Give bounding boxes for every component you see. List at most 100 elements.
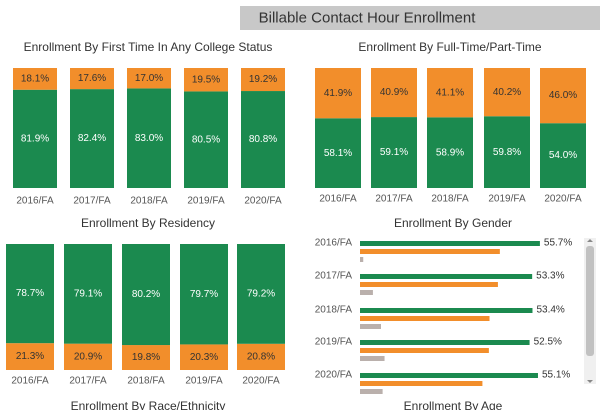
data-label: 80.2%	[132, 289, 160, 300]
data-label: 59.1%	[380, 147, 408, 158]
data-label: 82.4%	[78, 133, 106, 144]
bar	[360, 381, 483, 386]
chart-title: Enrollment By Race/Ethnicity	[71, 399, 226, 410]
data-label: 20.9%	[74, 351, 102, 362]
y-tick-label: 2020/FA	[315, 370, 353, 381]
data-label: 58.9%	[436, 147, 464, 158]
data-label: 52.5%	[534, 337, 562, 348]
data-label: 41.1%	[436, 87, 464, 98]
bar-segment	[180, 344, 228, 370]
bar-segment	[484, 68, 530, 117]
data-label: 58.1%	[324, 148, 352, 159]
bar	[360, 282, 498, 287]
bar-segment	[13, 68, 57, 90]
x-tick-label: 2018/FA	[130, 196, 168, 207]
bar-segment	[70, 89, 114, 188]
data-label: 53.4%	[536, 305, 564, 316]
x-tick-label: 2017/FA	[69, 376, 107, 387]
x-tick-label: 2019/FA	[185, 376, 223, 387]
bar	[360, 348, 489, 353]
chart-title: Enrollment By Age	[404, 399, 503, 410]
bar	[360, 389, 383, 394]
bar	[360, 340, 530, 345]
x-tick-label: 2020/FA	[544, 194, 582, 205]
bar-segment	[122, 345, 170, 370]
bar	[360, 308, 533, 313]
data-label: 41.9%	[324, 88, 352, 99]
x-tick-label: 2016/FA	[319, 194, 357, 205]
x-tick-label: 2017/FA	[73, 196, 111, 207]
bar	[360, 316, 490, 321]
bar	[360, 356, 385, 361]
data-label: 80.5%	[192, 134, 220, 145]
data-label: 20.8%	[247, 352, 275, 363]
chart-title: Enrollment By Gender	[394, 216, 512, 230]
data-label: 79.1%	[74, 288, 102, 299]
x-tick-label: 2020/FA	[242, 376, 280, 387]
bar	[360, 249, 500, 254]
chart-title: Enrollment By Residency	[81, 216, 215, 230]
bar	[360, 257, 364, 262]
bar-segment	[6, 244, 54, 344]
data-label: 17.6%	[78, 73, 106, 84]
x-tick-label: 2016/FA	[11, 376, 49, 387]
data-label: 55.1%	[542, 370, 570, 381]
bar-segment	[371, 117, 417, 188]
data-label: 55.7%	[544, 238, 572, 249]
data-label: 78.7%	[16, 288, 44, 299]
x-tick-label: 2016/FA	[16, 196, 54, 207]
data-label: 59.8%	[493, 147, 521, 158]
bar-segment	[484, 116, 530, 188]
bar-segment	[241, 91, 285, 188]
x-tick-label: 2019/FA	[488, 194, 526, 205]
bar-segment	[371, 68, 417, 118]
header-bar	[240, 6, 600, 30]
data-label: 83.0%	[135, 133, 163, 144]
x-tick-label: 2018/FA	[127, 376, 165, 387]
x-tick-label: 2019/FA	[187, 196, 225, 207]
data-label: 19.2%	[249, 74, 277, 85]
data-label: 17.0%	[135, 73, 163, 84]
bar-segment	[184, 91, 228, 188]
data-label: 79.7%	[190, 289, 218, 300]
y-tick-label: 2016/FA	[315, 238, 353, 249]
data-label: 20.3%	[190, 352, 218, 363]
bar	[360, 324, 381, 329]
chart-title: Enrollment By Full-Time/Part-Time	[358, 40, 541, 54]
y-tick-label: 2017/FA	[315, 271, 353, 282]
data-label: 53.3%	[536, 271, 564, 282]
x-tick-label: 2020/FA	[244, 196, 282, 207]
y-tick-label: 2019/FA	[315, 337, 353, 348]
y-tick-label: 2018/FA	[315, 305, 353, 316]
bar	[360, 241, 540, 246]
bar-segment	[540, 123, 586, 188]
bar-segment	[427, 68, 473, 118]
data-label: 21.3%	[16, 351, 44, 362]
bar-segment	[237, 343, 285, 370]
bar-segment	[64, 244, 112, 344]
data-label: 19.5%	[192, 74, 220, 85]
data-label: 40.2%	[493, 87, 521, 98]
scrollbar-thumb[interactable]	[586, 246, 594, 356]
bar-segment	[241, 68, 285, 92]
bar-segment	[184, 68, 228, 92]
data-label: 40.9%	[380, 87, 408, 98]
bar-segment	[70, 68, 114, 90]
bar-segment	[127, 68, 171, 89]
chart-title: Enrollment By First Time In Any College …	[24, 40, 273, 54]
data-label: 54.0%	[549, 150, 577, 161]
bar-segment	[13, 89, 57, 188]
x-tick-label: 2018/FA	[431, 194, 469, 205]
bar-segment	[427, 117, 473, 188]
data-label: 19.8%	[132, 352, 160, 363]
bar	[360, 373, 538, 378]
x-tick-label: 2017/FA	[375, 194, 413, 205]
bar-segment	[315, 118, 361, 188]
bar-segment	[180, 244, 228, 345]
data-label: 46.0%	[549, 90, 577, 101]
data-label: 79.2%	[247, 289, 275, 300]
dashboard-title: Billable Contact Hour Enrollment	[259, 9, 477, 26]
bar	[360, 290, 373, 295]
data-label: 81.9%	[21, 134, 49, 145]
